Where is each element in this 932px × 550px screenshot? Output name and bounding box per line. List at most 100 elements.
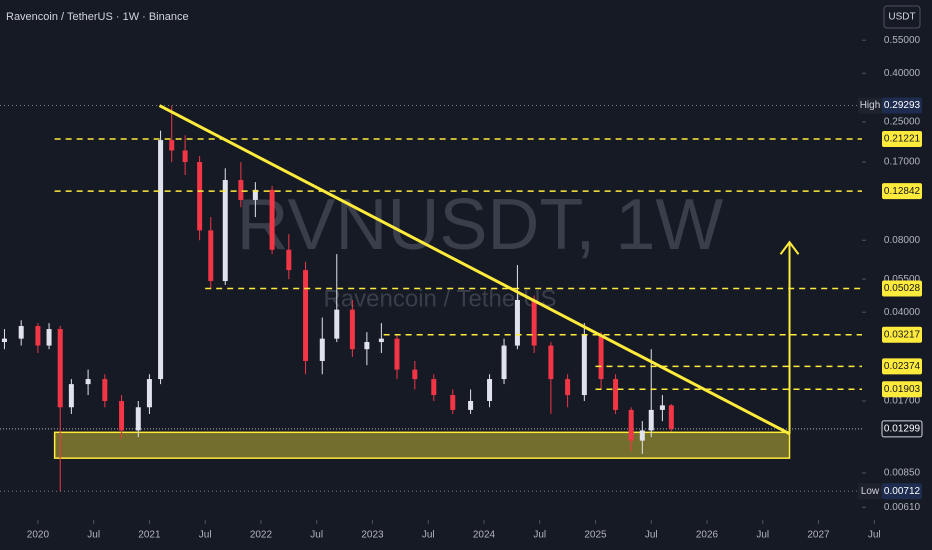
candle-body xyxy=(1,338,7,343)
x-tick-label: Jul xyxy=(868,530,881,541)
x-tick-label: 2026 xyxy=(696,530,719,541)
candle-body xyxy=(46,329,52,346)
candle-body xyxy=(598,335,604,380)
candle-body xyxy=(668,405,674,429)
candle-body xyxy=(394,338,400,370)
y-tick-label: 0.04000 xyxy=(884,307,921,318)
level-label-box xyxy=(882,131,922,148)
x-tick-label: 2020 xyxy=(27,530,50,541)
high-tag: High xyxy=(860,100,881,111)
x-tick-label: Jul xyxy=(756,530,769,541)
candle-body xyxy=(252,189,258,200)
candle-body xyxy=(102,379,108,401)
low-tag: Low xyxy=(861,486,880,497)
x-tick-label: Jul xyxy=(199,530,212,541)
candle-body xyxy=(35,326,41,346)
level-label: 0.12842 xyxy=(884,186,921,197)
x-tick-label: 2027 xyxy=(807,530,830,541)
candle-body xyxy=(431,379,437,396)
trendline xyxy=(158,104,791,436)
high-label-box xyxy=(882,97,922,114)
level-label-box xyxy=(882,381,922,398)
level-label-box xyxy=(882,358,922,375)
candle-body xyxy=(197,162,203,231)
candle-body xyxy=(208,230,214,282)
candle-body xyxy=(514,299,520,346)
candle-body xyxy=(57,329,63,408)
target-arrow xyxy=(779,240,800,434)
x-tick-label: Jul xyxy=(645,530,658,541)
candle-body xyxy=(18,326,24,339)
candle-body xyxy=(378,338,384,343)
last-price: 0.01299 xyxy=(884,424,921,435)
y-tick-label: 0.17000 xyxy=(884,157,921,168)
low-label: 0.00712 xyxy=(884,486,921,497)
currency[interactable]: USDT xyxy=(888,12,915,23)
watermark: RVNUSDT, 1W xyxy=(237,185,724,265)
x-tick-label: 2022 xyxy=(250,530,273,541)
chart-title: Ravencoin / TetherUS · 1W · Binance xyxy=(6,11,189,23)
x-tick-label: Jul xyxy=(87,530,100,541)
level-label-box xyxy=(882,280,922,297)
y-tick-label: 0.00610 xyxy=(884,502,921,513)
candle-body xyxy=(182,150,188,163)
candle-body xyxy=(501,345,507,380)
candle-body xyxy=(334,309,340,339)
x-tick-label: 2021 xyxy=(138,530,161,541)
candle-body xyxy=(659,405,665,410)
candle-body xyxy=(68,384,74,408)
candle-body xyxy=(169,140,175,151)
last-price-box xyxy=(881,420,923,438)
level-label-box xyxy=(882,326,922,343)
y-tick-label: 0.25000 xyxy=(884,117,921,128)
candle-body xyxy=(135,407,141,431)
candle-body xyxy=(146,379,152,408)
low-label-box xyxy=(882,483,922,500)
candle-body xyxy=(565,379,571,396)
candle-body xyxy=(531,299,537,346)
y-tick-label: 0.08000 xyxy=(884,235,921,246)
candle-body xyxy=(628,409,634,441)
x-tick-label: Jul xyxy=(310,530,323,541)
candle-body xyxy=(412,369,418,380)
candle-body xyxy=(238,179,244,200)
x-tick-label: Jul xyxy=(533,530,546,541)
candle-body xyxy=(639,430,645,441)
y-tick-label: 0.00850 xyxy=(884,468,921,479)
high-tag-box xyxy=(858,97,882,114)
watermark-subtitle: Ravencoin / TetherUS xyxy=(323,285,556,312)
level-label-box xyxy=(882,183,922,200)
candle-body xyxy=(222,179,228,282)
x-tick-label: 2025 xyxy=(584,530,607,541)
y-tick-label: 0.05500 xyxy=(884,274,921,285)
x-tick-label: 2023 xyxy=(361,530,384,541)
candle-body xyxy=(648,409,654,431)
candle-body xyxy=(349,309,355,350)
y-tick-label: 0.01700 xyxy=(884,396,921,407)
currency-box[interactable] xyxy=(883,5,921,29)
candle-body xyxy=(364,342,370,350)
level-label: 0.21221 xyxy=(884,134,921,145)
candle-body xyxy=(548,345,554,380)
candle-body xyxy=(487,379,493,401)
y-tick-label: 0.40000 xyxy=(884,68,921,79)
candle-body xyxy=(119,400,125,431)
level-label: 0.01903 xyxy=(884,384,921,395)
y-tick-label: 0.55000 xyxy=(884,35,921,46)
low-tag-box xyxy=(858,483,882,500)
level-label: 0.03217 xyxy=(884,329,921,340)
candle-body xyxy=(613,379,619,410)
candle-body xyxy=(158,140,164,380)
candle-body xyxy=(303,270,309,361)
candle-body xyxy=(468,400,474,410)
candle-body xyxy=(450,395,456,410)
candle-body xyxy=(319,338,325,361)
support-zone xyxy=(53,431,791,459)
x-tick-label: Jul xyxy=(422,530,435,541)
x-tick-label: 2024 xyxy=(473,530,496,541)
candle-body xyxy=(286,249,292,271)
candle-body xyxy=(269,189,275,250)
candle-body xyxy=(581,335,587,396)
